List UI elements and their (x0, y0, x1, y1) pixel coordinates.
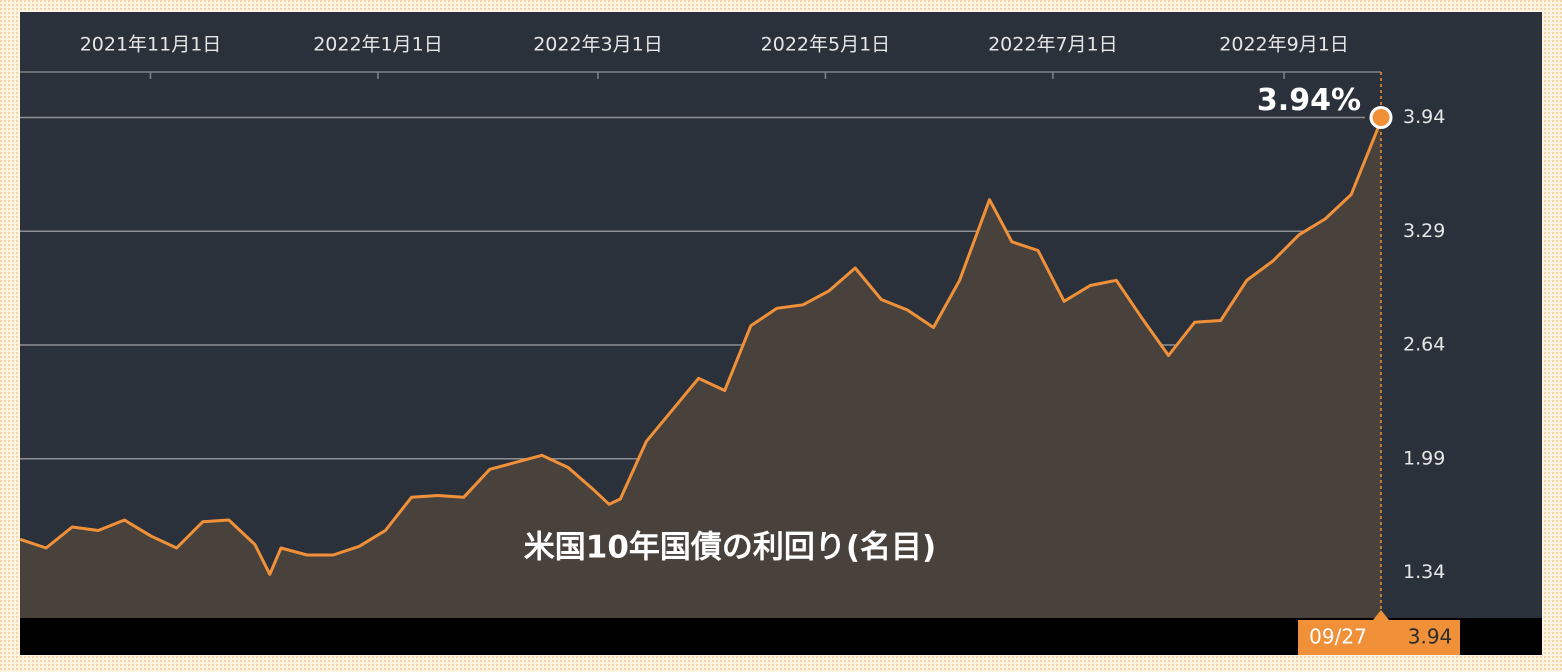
y-tick-label: 2.64 (1403, 334, 1445, 356)
annotation: 3.94% (1257, 83, 1361, 118)
x-tick-label: 2022年5月1日 (761, 34, 891, 56)
tooltip-pointer (1373, 610, 1389, 620)
x-tick-label: 2022年3月1日 (533, 34, 663, 56)
tooltip-date: 09/27 (1309, 625, 1367, 649)
line (19, 117, 1383, 576)
x-tick-label: 2021年11月1日 (80, 34, 222, 56)
last-point (1369, 106, 1393, 129)
area (20, 117, 1381, 618)
tooltip-box (1298, 620, 1460, 655)
axes: 1.34 1.99 2.64 3.29 3.94 2021年11月1日 2022年1月1日 2… (80, 34, 1460, 655)
y-tick-label: 1.99 (1403, 447, 1445, 469)
footer-bar (20, 618, 1542, 655)
y-tick-label: 3.94 (1403, 106, 1445, 128)
tooltip-value: 3.94 (1408, 625, 1453, 649)
x-tick-label: 2022年1月1日 (313, 34, 443, 56)
y-tick-label: 3.29 (1403, 220, 1445, 242)
x-tick-label: 2022年7月1日 (988, 34, 1118, 56)
plot (19, 117, 1383, 618)
x-tick-label: 2022年9月1日 (1219, 34, 1349, 56)
y-tick-label: 1.34 (1403, 561, 1445, 583)
chart-title: 米国10年国債の利回り(名目) (524, 530, 936, 566)
